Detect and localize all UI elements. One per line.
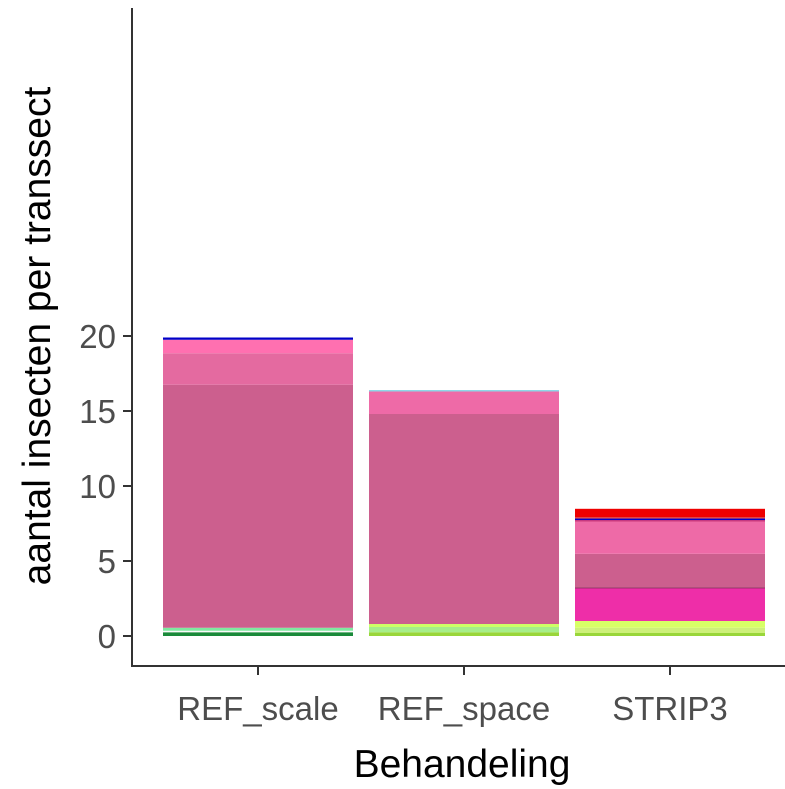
y-axis-title: aantal insecten per transsect — [16, 87, 59, 586]
y-tick-label: 0 — [98, 618, 116, 655]
x-tick-label: REF_space — [378, 690, 550, 727]
bar-segment — [575, 520, 765, 522]
y-axis-ticks: 0 5 10 15 20 — [79, 318, 132, 655]
bar-REF_space — [369, 390, 559, 636]
bar-segment — [369, 391, 559, 414]
bar-segment — [575, 518, 765, 521]
bar-segment — [163, 337, 353, 340]
y-tick-label: 5 — [98, 543, 116, 580]
y-tick-label: 20 — [79, 318, 116, 355]
bar-segment — [575, 621, 765, 628]
bar-segment — [369, 624, 559, 627]
bar-segment — [163, 384, 353, 628]
bar-REF_scale — [163, 337, 353, 636]
x-tick-label: REF_scale — [177, 690, 338, 727]
bar-segment — [369, 627, 559, 633]
x-tick-label: STRIP3 — [612, 690, 728, 727]
bar-segment — [575, 588, 765, 621]
bar-segment — [163, 353, 353, 385]
bar-segment — [369, 632, 559, 636]
bars-group — [163, 337, 765, 636]
bar-segment — [163, 630, 353, 633]
bar-segment — [163, 627, 353, 631]
bar-segment — [575, 587, 765, 589]
x-axis-ticks: REF_scale REF_space STRIP3 — [177, 666, 728, 727]
bar-segment — [369, 390, 559, 392]
bar-segment — [575, 517, 765, 519]
y-tick-label: 15 — [79, 393, 116, 430]
bar-segment — [575, 627, 765, 633]
y-tick-label: 10 — [79, 468, 116, 505]
bar-segment — [575, 553, 765, 588]
x-axis-title: Behandeling — [354, 743, 571, 786]
bar-segment — [575, 633, 765, 636]
bar-segment — [575, 521, 765, 554]
bar-segment — [163, 339, 353, 354]
bar-segment — [575, 508, 765, 518]
bar-STRIP3 — [575, 508, 765, 636]
bar-segment — [163, 632, 353, 636]
bar-segment — [369, 414, 559, 624]
